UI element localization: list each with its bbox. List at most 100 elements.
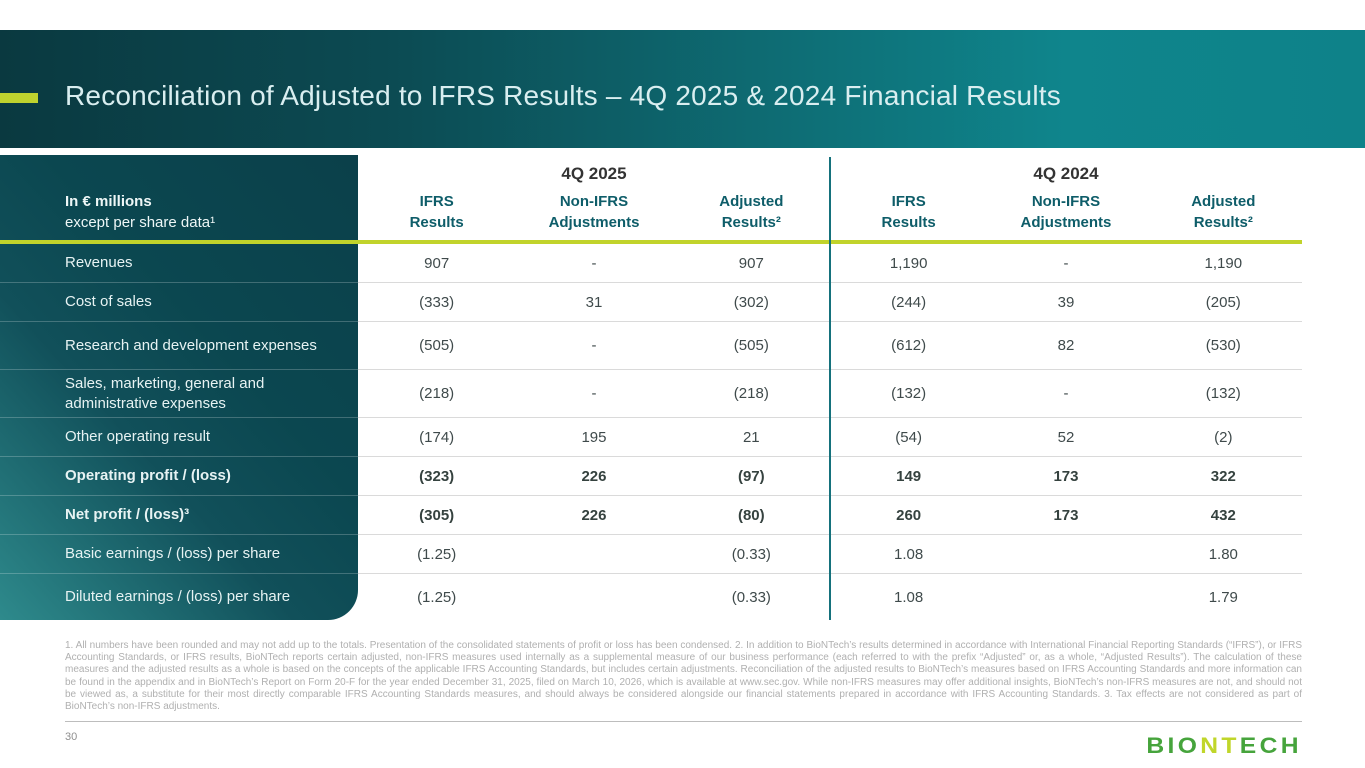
cell-value xyxy=(515,574,672,620)
cell-value: (54) xyxy=(829,418,988,457)
logo-text-ech: ECH xyxy=(1239,733,1302,758)
cell-value: (1.25) xyxy=(417,588,457,606)
column-header-ifrs-2025: IFRS Results xyxy=(358,185,515,240)
period-group-header-row: 4Q 2025 4Q 2024 xyxy=(0,155,1302,185)
cell-value: - xyxy=(515,370,673,418)
cell-value: (333) xyxy=(358,283,516,322)
page-number: 30 xyxy=(65,731,78,743)
group-header-4q2024: 4Q 2024 xyxy=(1033,164,1099,183)
cell-value: 432 xyxy=(1144,496,1302,535)
table-corner-label: In € millions except per share data¹ xyxy=(0,185,358,240)
cell-value: (174) xyxy=(358,418,516,457)
column-header-row: In € millions except per share data¹ IFR… xyxy=(0,185,1302,240)
cell-value: 226 xyxy=(515,496,673,535)
period-divider-line xyxy=(829,157,831,620)
table-row-other-operating-result: Other operating result (174) 195 21 (54)… xyxy=(0,418,1302,457)
row-label: Other operating result xyxy=(0,418,358,457)
biontech-logo: BIONTECH xyxy=(1146,733,1302,759)
cell-value: 173 xyxy=(987,496,1145,535)
corner-label-line2: except per share data¹ xyxy=(65,214,216,231)
cell-value: (1.25) xyxy=(358,535,516,574)
table-row-rnd-expenses: Research and development expenses (505) … xyxy=(0,322,1302,370)
cell-value: (244) xyxy=(829,283,988,322)
cell-value: 195 xyxy=(515,418,673,457)
row-label: Sales, marketing, general and administra… xyxy=(0,370,358,418)
column-header-text: Results² xyxy=(721,214,781,231)
column-header-text: IFRS xyxy=(419,193,454,210)
cell-value: (218) xyxy=(672,370,830,418)
column-header-nonifrs-2024: Non-IFRS Adjustments xyxy=(987,185,1144,240)
reconciliation-table: 4Q 2025 4Q 2024 In € millions except per… xyxy=(0,155,1302,620)
table-row-operating-profit: Operating profit / (loss) (323) 226 (97)… xyxy=(0,457,1302,496)
cell-value: (530) xyxy=(1144,322,1302,370)
row-label: Cost of sales xyxy=(0,283,358,322)
cell-value xyxy=(987,535,1145,574)
header-band: Reconciliation of Adjusted to IFRS Resul… xyxy=(0,30,1365,148)
group-header-spacer xyxy=(0,155,358,185)
cell-value: (205) xyxy=(1144,283,1302,322)
table-row-cost-of-sales: Cost of sales (333) 31 (302) (244) 39 (2… xyxy=(0,283,1302,322)
column-header-text: Adjusted xyxy=(719,193,784,210)
table-row-diluted-eps: Diluted earnings / (loss) per share (1.2… xyxy=(0,574,1302,620)
cell-value: 82 xyxy=(987,322,1145,370)
column-header-text: Results xyxy=(409,214,464,231)
cell-value: 1.08 xyxy=(894,588,924,606)
column-header-nonifrs-2025: Non-IFRS Adjustments xyxy=(515,185,672,240)
table-row-net-profit: Net profit / (loss)³ (305) 226 (80) 260 … xyxy=(0,496,1302,535)
column-header-text: Results² xyxy=(1193,214,1253,231)
table-row-revenues: Revenues 907 - 907 1,190 - 1,190 xyxy=(0,244,1302,283)
column-header-text: Non-IFRS xyxy=(559,193,629,210)
cell-value: 1.79 xyxy=(1208,588,1238,606)
cell-value: 907 xyxy=(358,244,516,283)
cell-value: 1.80 xyxy=(1144,535,1302,574)
cell-value: 260 xyxy=(829,496,988,535)
row-label: Basic earnings / (loss) per share xyxy=(0,535,358,574)
cell-value: 39 xyxy=(987,283,1145,322)
table-row-sga-expenses: Sales, marketing, general and administra… xyxy=(0,370,1302,418)
cell-value: 52 xyxy=(987,418,1145,457)
row-label: Net profit / (loss)³ xyxy=(0,496,358,535)
table-row-basic-eps: Basic earnings / (loss) per share (1.25)… xyxy=(0,535,1302,574)
group-header-4q2025: 4Q 2025 xyxy=(561,164,627,183)
cell-value: 907 xyxy=(672,244,830,283)
logo-text-nt: NT xyxy=(1200,733,1240,758)
cell-value: 31 xyxy=(515,283,673,322)
header-underline-rule xyxy=(0,240,1302,244)
cell-value: - xyxy=(987,244,1145,283)
logo-text-bio: BIO xyxy=(1146,733,1201,758)
cell-value: 173 xyxy=(987,457,1145,496)
cell-value: (323) xyxy=(358,457,516,496)
column-header-text: Adjustments xyxy=(1020,214,1112,231)
cell-value: 1,190 xyxy=(1144,244,1302,283)
row-label: Diluted earnings / (loss) per share xyxy=(65,588,291,605)
slide-title: Reconciliation of Adjusted to IFRS Resul… xyxy=(65,80,1061,111)
cell-value: (0.33) xyxy=(672,535,830,574)
cell-value: (80) xyxy=(672,496,830,535)
cell-value: (0.33) xyxy=(731,588,771,606)
cell-value: (505) xyxy=(358,322,516,370)
row-label: Research and development expenses xyxy=(0,322,358,370)
column-header-text: Adjusted xyxy=(1191,193,1256,210)
cell-value: - xyxy=(515,322,673,370)
cell-value: (302) xyxy=(672,283,830,322)
cell-value: 1,190 xyxy=(829,244,988,283)
column-header-text: Non-IFRS xyxy=(1031,193,1101,210)
cell-value: (612) xyxy=(829,322,988,370)
cell-value: 322 xyxy=(1144,457,1302,496)
cell-value: (132) xyxy=(1144,370,1302,418)
cell-value: (305) xyxy=(358,496,516,535)
column-header-adjusted-2025: Adjusted Results² xyxy=(673,185,830,240)
corner-label-line1: In € millions xyxy=(65,193,152,210)
row-label: Revenues xyxy=(0,244,358,283)
cell-value: - xyxy=(515,244,673,283)
column-header-adjusted-2024: Adjusted Results² xyxy=(1145,185,1302,240)
column-header-text: IFRS xyxy=(891,193,926,210)
cell-value: (132) xyxy=(829,370,988,418)
cell-value: 226 xyxy=(515,457,673,496)
row-label-panel xyxy=(0,155,358,620)
cell-value: 1.08 xyxy=(829,535,988,574)
column-header-text: Adjustments xyxy=(548,214,640,231)
cell-value: (505) xyxy=(672,322,830,370)
cell-value: (97) xyxy=(672,457,830,496)
column-header-ifrs-2024: IFRS Results xyxy=(830,185,987,240)
